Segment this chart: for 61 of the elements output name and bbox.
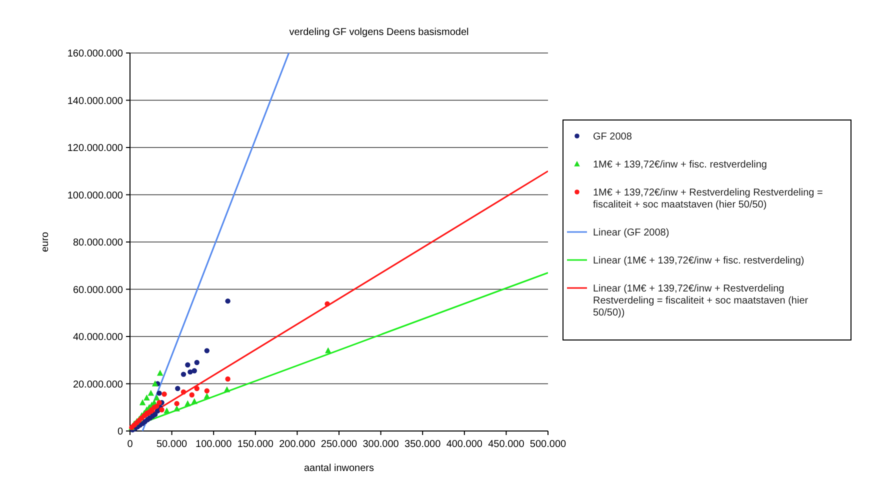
chart-title: verdeling GF volgens Deens basismodel	[289, 27, 469, 38]
point	[152, 380, 158, 386]
x-tick-label: 150.000	[237, 439, 274, 450]
point	[194, 360, 200, 366]
y-tick-label: 0	[117, 426, 124, 438]
x-tick-label: 450.000	[488, 439, 525, 450]
point	[225, 298, 230, 304]
point	[144, 394, 150, 401]
point	[189, 392, 194, 398]
point	[139, 399, 146, 406]
y-tick-label: 160.000.000	[67, 48, 124, 60]
point	[194, 386, 200, 392]
y-tick-label: 80.000.000	[72, 238, 124, 248]
legend-label: 1M€ + 139,72€/inw + fisc. restverdeling	[593, 160, 767, 170]
legend-label: 1M€ + 139,72€/inw + Restverdeling Restverdeling = fiscaliteit + soc maatstaven (hier 50/50)	[593, 188, 824, 210]
x-tick-label: 300.000	[362, 439, 400, 450]
point	[225, 376, 230, 382]
y-tick-label: 100.000.000	[67, 190, 124, 202]
y-tick-label: 120.000.000	[67, 143, 124, 154]
legend-label: GF 2008	[593, 132, 632, 142]
y-tick-label: 60.000.000	[72, 284, 124, 296]
point	[204, 392, 210, 399]
y-tick-label: 40.000.000	[72, 332, 124, 343]
y-tick-label: 140.000.000	[67, 96, 124, 107]
point	[148, 390, 154, 396]
point	[191, 398, 198, 404]
y-axis-title: euro	[40, 232, 51, 252]
x-tick-label: 350.000	[404, 439, 442, 450]
point	[174, 400, 180, 406]
point	[164, 408, 170, 414]
legend-label: Linear (GF 2008)	[593, 228, 670, 238]
point	[325, 347, 332, 354]
x-tick-label: 500.000	[530, 439, 567, 450]
point	[324, 301, 330, 306]
point	[162, 392, 167, 397]
x-tick-label: 100.000	[196, 439, 232, 450]
legend-label: Linear (1M€ + 139,72€/inw + fisc. restverdeling)	[593, 256, 804, 266]
point	[185, 362, 190, 368]
legend-label: Linear (1M€ + 139,72€/inw + Restverdeling Restverdeling = fiscaliteit + soc maatstaven (hier 50/50))	[593, 284, 809, 318]
x-tick-label: 250.000	[320, 439, 358, 450]
x-tick-label: 400.000	[446, 439, 483, 450]
point	[156, 390, 162, 396]
x-axis-title: aantal inwoners	[304, 463, 374, 474]
point	[224, 386, 230, 392]
point	[156, 370, 164, 376]
point	[188, 369, 193, 375]
point	[184, 400, 191, 406]
x-tick-label: 0	[127, 439, 134, 450]
point	[180, 372, 186, 377]
point	[175, 386, 180, 392]
point	[180, 389, 186, 395]
point	[154, 394, 160, 401]
point	[192, 368, 197, 374]
point	[156, 400, 162, 406]
point	[154, 404, 160, 409]
point	[204, 348, 210, 354]
point	[204, 388, 210, 394]
point	[159, 407, 164, 412]
x-tick-label: 50.000	[156, 439, 188, 450]
y-tick-label: 20.000.000	[72, 379, 124, 390]
x-tick-label: 200.000	[279, 439, 316, 450]
